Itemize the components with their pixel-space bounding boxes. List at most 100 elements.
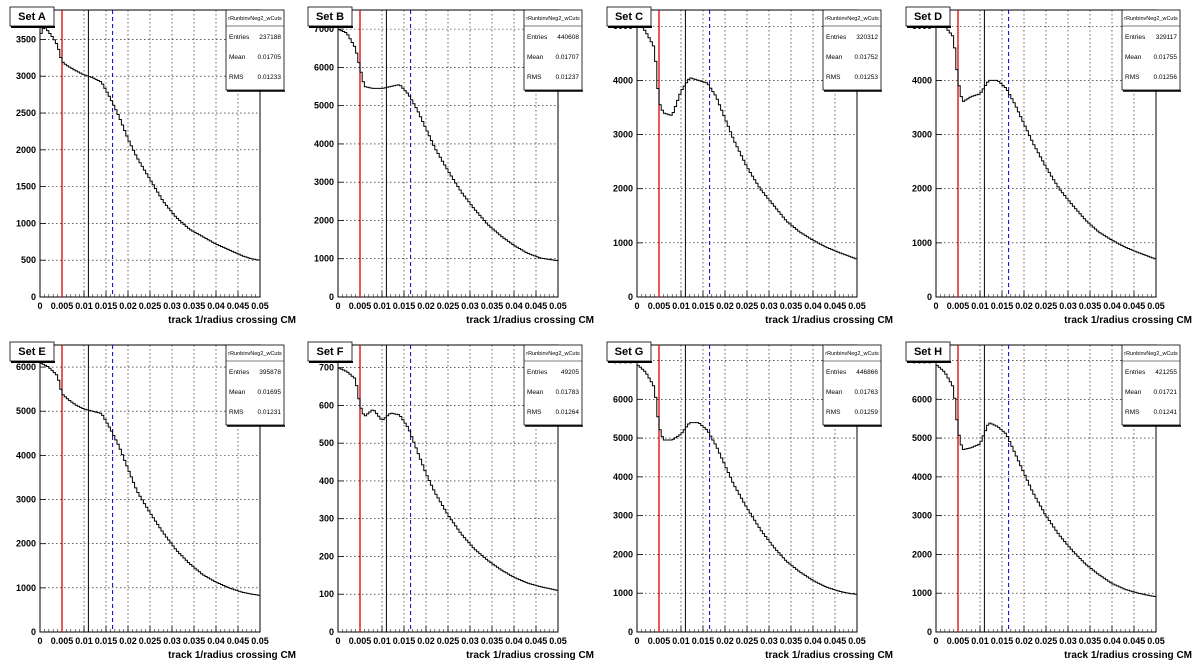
y-tick-label: 2000 xyxy=(16,539,36,549)
x-tick-label: 0.04 xyxy=(505,636,523,646)
panel-title: Set A xyxy=(18,11,46,23)
stats-box xyxy=(822,9,882,91)
histogram-panel: 0 0.005 0.01 0.015 0.02 0.025 0.03 0.035 0.04 0.0… xyxy=(905,6,1192,326)
x-tick-label: 0.005 xyxy=(648,636,671,646)
panel-title: Set G xyxy=(615,346,644,358)
stats-value-rms: 0.01231 xyxy=(258,409,282,416)
stats-label-mean: Mean xyxy=(229,54,246,61)
y-tick-label: 5000 xyxy=(314,101,334,111)
histogram-series xyxy=(40,27,260,261)
y-tick-label: 200 xyxy=(319,551,334,561)
y-tick-label: 600 xyxy=(319,400,334,410)
x-tick-label: 0.05 xyxy=(848,636,866,646)
x-tick-label: 0.01 xyxy=(672,301,690,311)
x-tick-label: 0.005 xyxy=(51,301,74,311)
stats-value-entries: 421255 xyxy=(1155,369,1177,376)
y-tick-label: 1000 xyxy=(16,218,36,228)
x-tick-label: 0.045 xyxy=(1123,301,1146,311)
stats-box xyxy=(1121,344,1181,426)
x-axis-label: track 1/radius crossing CM xyxy=(168,315,296,326)
x-tick-label: 0.035 xyxy=(183,301,206,311)
histogram-panel: 0 0.005 0.01 0.015 0.02 0.025 0.03 0.035 0.04 0.0… xyxy=(9,341,296,661)
x-tick-label: 0 xyxy=(634,301,639,311)
x-tick-label: 0.04 xyxy=(1103,636,1121,646)
x-tick-label: 0.01 xyxy=(971,636,989,646)
stats-value-mean: 0.01721 xyxy=(1154,389,1178,396)
stats-box xyxy=(523,344,583,426)
x-tick-label: 0.005 xyxy=(947,301,970,311)
y-tick-label: 7000 xyxy=(314,24,334,34)
y-tick-label: 0 xyxy=(927,292,932,302)
y-tick-label: 0 xyxy=(31,292,36,302)
y-tick-label: 0 xyxy=(329,292,334,302)
stats-value-rms: 0.01241 xyxy=(1154,409,1178,416)
y-tick-label: 0 xyxy=(628,292,633,302)
stats-value-entries: 237188 xyxy=(259,34,281,41)
x-tick-label: 0.015 xyxy=(393,636,416,646)
x-tick-label: 0.02 xyxy=(417,636,435,646)
x-tick-label: 0.015 xyxy=(95,301,118,311)
y-tick-label: 1000 xyxy=(613,588,633,598)
x-tick-label: 0.03 xyxy=(163,301,181,311)
histogram-panel: 0 0.005 0.01 0.015 0.02 0.025 0.03 0.035 0.04 0.0… xyxy=(9,6,296,326)
x-tick-label: 0.01 xyxy=(75,301,93,311)
x-tick-label: 0.03 xyxy=(1059,636,1077,646)
stats-label-entries: Entries xyxy=(527,34,548,41)
stats-label-mean: Mean xyxy=(229,389,246,396)
x-tick-label: 0.045 xyxy=(824,636,847,646)
y-tick-label: 2000 xyxy=(314,215,334,225)
y-tick-label: 3000 xyxy=(16,71,36,81)
x-tick-label: 0.035 xyxy=(1079,636,1102,646)
x-tick-label: 0.015 xyxy=(692,301,715,311)
plot-frame xyxy=(39,9,261,298)
stats-value-mean: 0.01752 xyxy=(855,54,879,61)
stats-label-entries: Entries xyxy=(1125,34,1146,41)
x-axis-label: track 1/radius crossing CM xyxy=(1064,650,1192,661)
stats-label-rms: RMS xyxy=(1125,74,1140,81)
x-tick-label: 0 xyxy=(37,636,42,646)
y-tick-label: 2000 xyxy=(613,184,633,194)
stats-name: rRunbinvNeg2_wCuts xyxy=(1124,351,1178,357)
x-tick-label: 0.045 xyxy=(1123,636,1146,646)
stats-label-mean: Mean xyxy=(1125,389,1142,396)
x-tick-label: 0.02 xyxy=(1015,301,1033,311)
stats-box xyxy=(225,344,285,426)
x-tick-label: 0.01 xyxy=(971,301,989,311)
x-tick-label: 0.04 xyxy=(804,301,822,311)
y-tick-label: 300 xyxy=(319,514,334,524)
x-tick-label: 0 xyxy=(37,301,42,311)
x-tick-label: 0.05 xyxy=(549,636,567,646)
y-tick-label: 5000 xyxy=(613,433,633,443)
y-tick-label: 6000 xyxy=(314,62,334,72)
x-tick-label: 0.05 xyxy=(848,301,866,311)
x-tick-label: 0.035 xyxy=(780,636,803,646)
x-tick-label: 0.015 xyxy=(393,301,416,311)
stats-value-mean: 0.01695 xyxy=(258,389,282,396)
x-tick-label: 0.015 xyxy=(991,301,1014,311)
stats-label-entries: Entries xyxy=(229,34,250,41)
x-tick-label: 0.025 xyxy=(437,301,460,311)
y-tick-label: 4000 xyxy=(912,75,932,85)
stats-name: rRunbinvNeg2_wCuts xyxy=(1124,16,1178,22)
x-tick-label: 0.05 xyxy=(1147,636,1165,646)
y-tick-label: 3000 xyxy=(613,511,633,521)
y-tick-label: 0 xyxy=(628,627,633,637)
y-tick-label: 4000 xyxy=(613,75,633,85)
x-tick-label: 0.005 xyxy=(648,301,671,311)
panel-title: Set F xyxy=(317,346,344,358)
y-tick-label: 1000 xyxy=(912,238,932,248)
stats-label-mean: Mean xyxy=(527,54,544,61)
stats-label-entries: Entries xyxy=(1125,369,1146,376)
x-tick-label: 0.035 xyxy=(183,636,206,646)
histogram-series xyxy=(637,364,857,595)
x-tick-label: 0.04 xyxy=(505,301,523,311)
y-tick-label: 4000 xyxy=(912,472,932,482)
x-tick-label: 0 xyxy=(335,636,340,646)
stats-name: rRunbinvNeg2_wCuts xyxy=(526,351,580,357)
x-tick-label: 0.02 xyxy=(119,301,137,311)
x-tick-label: 0.035 xyxy=(481,636,504,646)
y-tick-label: 0 xyxy=(329,627,334,637)
stats-name: rRunbinvNeg2_wCuts xyxy=(825,16,879,22)
plot-frame xyxy=(935,344,1157,633)
